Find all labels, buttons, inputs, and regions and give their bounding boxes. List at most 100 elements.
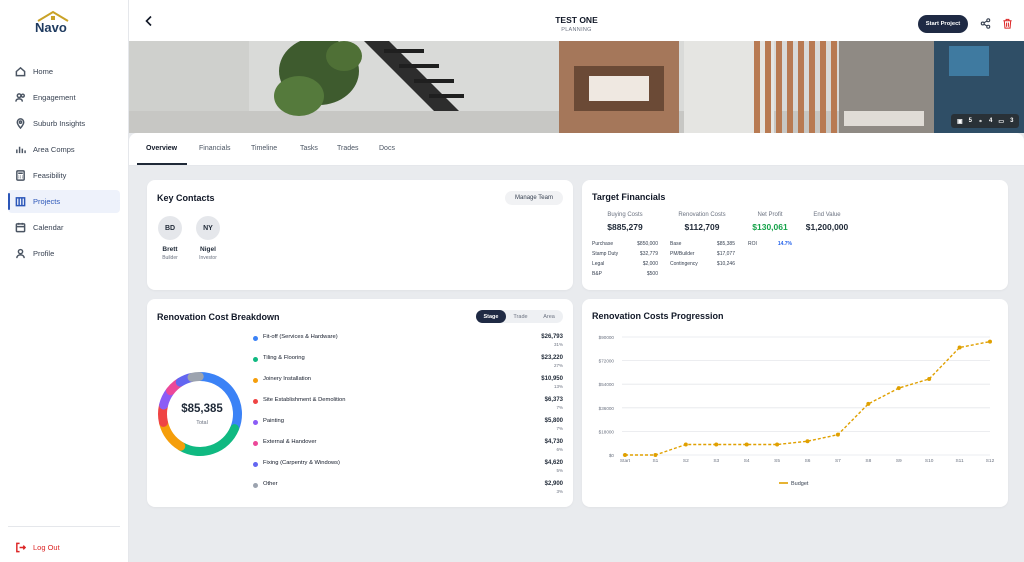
x-tick-label: S11	[955, 458, 964, 464]
sidebar-item-label: Calendar	[33, 223, 64, 232]
row-label: Purchase	[592, 241, 614, 247]
row-label: PM/Builder	[670, 251, 695, 257]
row-label: Legal	[592, 261, 605, 267]
brand-name[interactable]: Navo	[35, 20, 67, 35]
data-point[interactable]	[653, 453, 658, 457]
cost-breakdown-title: Renovation Cost Breakdown	[157, 312, 280, 322]
start-project-button[interactable]: Start Project	[918, 15, 968, 33]
data-point[interactable]	[866, 401, 871, 406]
sidebar-item-engagement[interactable]: Engagement	[8, 86, 120, 109]
legend-value: $6,373	[544, 397, 563, 403]
financial-row: PM/Builder $17,077	[670, 251, 735, 257]
trash-icon[interactable]	[1002, 18, 1013, 29]
logout-button[interactable]: Log Out	[15, 542, 60, 553]
tab-timeline[interactable]: Timeline	[251, 145, 278, 152]
x-tick-label: S3	[713, 458, 719, 464]
series-line	[625, 340, 991, 456]
avatar[interactable]: BD	[158, 216, 182, 240]
net-profit-value: $130,061	[752, 222, 788, 232]
data-point[interactable]	[714, 442, 719, 447]
legend-item: Other $2,900 3%	[253, 480, 563, 500]
x-tick-label: S5	[774, 458, 780, 464]
user-icon	[16, 248, 25, 259]
data-point[interactable]	[775, 442, 780, 447]
project-status: PLANNING	[561, 27, 592, 33]
legend-label: Fit-off (Services & Hardware)	[263, 334, 338, 340]
cost-progression-card: Renovation Costs Progression $0 $18000 $36…	[582, 299, 1008, 507]
row-label: ROI	[748, 241, 757, 247]
chart-title: Renovation Costs Progression	[592, 311, 724, 321]
legend-value: $23,220	[541, 355, 563, 361]
tab-tasks[interactable]: Tasks	[300, 145, 318, 152]
cost-progression-chart: $0 $18000 $36000 $54000 $72000 $90000 Start S1 S…	[599, 335, 995, 487]
data-point[interactable]	[988, 339, 992, 344]
legend-label[interactable]: Budget	[791, 481, 809, 487]
financial-row: Contingency $10,246	[670, 261, 735, 267]
donut-slice[interactable]	[195, 372, 242, 433]
donut-total-label: Total	[196, 420, 208, 426]
hero-photo	[129, 41, 1024, 133]
tab-docs[interactable]: Docs	[379, 145, 395, 152]
data-point[interactable]	[896, 386, 901, 391]
sidebar-nav: Home Engagement Suburb Insights Area Com…	[8, 60, 120, 268]
sidebar-item-area-comps[interactable]: Area Comps	[8, 138, 120, 161]
sidebar-divider	[8, 526, 120, 527]
cost-breakdown-card: Renovation Cost Breakdown Stage Trade Ar…	[147, 299, 573, 507]
y-tick-label: $36000	[599, 406, 615, 411]
data-point[interactable]	[623, 453, 627, 457]
avatar[interactable]: NY	[196, 216, 220, 240]
row-label: Stamp Duty	[592, 251, 619, 257]
share-icon[interactable]	[980, 18, 991, 29]
toggle-stage[interactable]: Stage	[476, 310, 506, 323]
key-contacts-title: Key Contacts	[157, 193, 215, 203]
tab-trades[interactable]: Trades	[337, 145, 359, 152]
legend-dot	[253, 462, 258, 467]
donut-slice[interactable]	[176, 424, 240, 456]
target-financials-title: Target Financials	[592, 192, 666, 202]
tab-overview[interactable]: Overview	[146, 145, 178, 152]
data-point[interactable]	[683, 442, 688, 447]
sidebar-item-label: Home	[33, 67, 54, 76]
bed-icon: ▣	[957, 118, 963, 125]
buying-costs-column: Buying Costs $885,279	[585, 212, 665, 232]
sidebar-item-calendar[interactable]: Calendar	[8, 216, 120, 239]
sidebar-item-suburb-insights[interactable]: Suburb Insights	[8, 112, 120, 135]
end-value-column: End Value $1,200,000	[787, 212, 867, 232]
legend-value: $2,900	[544, 481, 563, 487]
contact-name: Brett	[162, 246, 178, 253]
legend-item: Site Establishment & Demolition $6,373 7%	[253, 396, 563, 416]
legend-item: Fit-off (Services & Hardware) $26,793 31%	[253, 333, 563, 353]
data-point[interactable]	[927, 376, 932, 381]
manage-team-button[interactable]: Manage Team	[505, 191, 563, 205]
sidebar-item-label: Suburb Insights	[33, 119, 86, 128]
target-financials-card: Target Financials Buying Costs $885,279 …	[582, 180, 1008, 290]
x-tick-label: S2	[683, 458, 689, 464]
donut-slice[interactable]	[187, 372, 204, 382]
toggle-area[interactable]: Area	[543, 313, 555, 320]
financial-row: Purchase $850,000	[592, 241, 658, 247]
roi-value: 14.7%	[777, 241, 792, 247]
sidebar-item-profile[interactable]: Profile	[8, 242, 120, 265]
data-point[interactable]	[957, 345, 962, 350]
legend-label: Site Establishment & Demolition	[263, 397, 346, 403]
end-value-value: $1,200,000	[805, 222, 849, 232]
tab-financials[interactable]: Financials	[199, 145, 231, 152]
end-value-label: End Value	[813, 212, 841, 218]
sidebar-item-projects[interactable]: Projects	[8, 190, 120, 213]
data-point[interactable]	[744, 442, 749, 447]
legend-percent: 31%	[553, 342, 563, 347]
data-point[interactable]	[835, 432, 840, 437]
x-tick-label: S9	[896, 458, 902, 464]
row-value: $17,077	[716, 251, 735, 257]
sidebar-item-feasibility[interactable]: Feasibility	[8, 164, 120, 187]
toggle-trade[interactable]: Trade	[513, 313, 528, 320]
donut-slice[interactable]	[159, 418, 186, 451]
row-label: Contingency	[670, 261, 698, 267]
data-point[interactable]	[805, 439, 810, 444]
row-value: $32,779	[639, 251, 658, 257]
legend-dot	[253, 336, 258, 341]
legend-value: $5,800	[544, 418, 563, 424]
back-arrow-icon[interactable]	[143, 15, 155, 27]
sidebar-item-home[interactable]: Home	[8, 60, 120, 83]
x-tick-label: S4	[744, 458, 750, 464]
